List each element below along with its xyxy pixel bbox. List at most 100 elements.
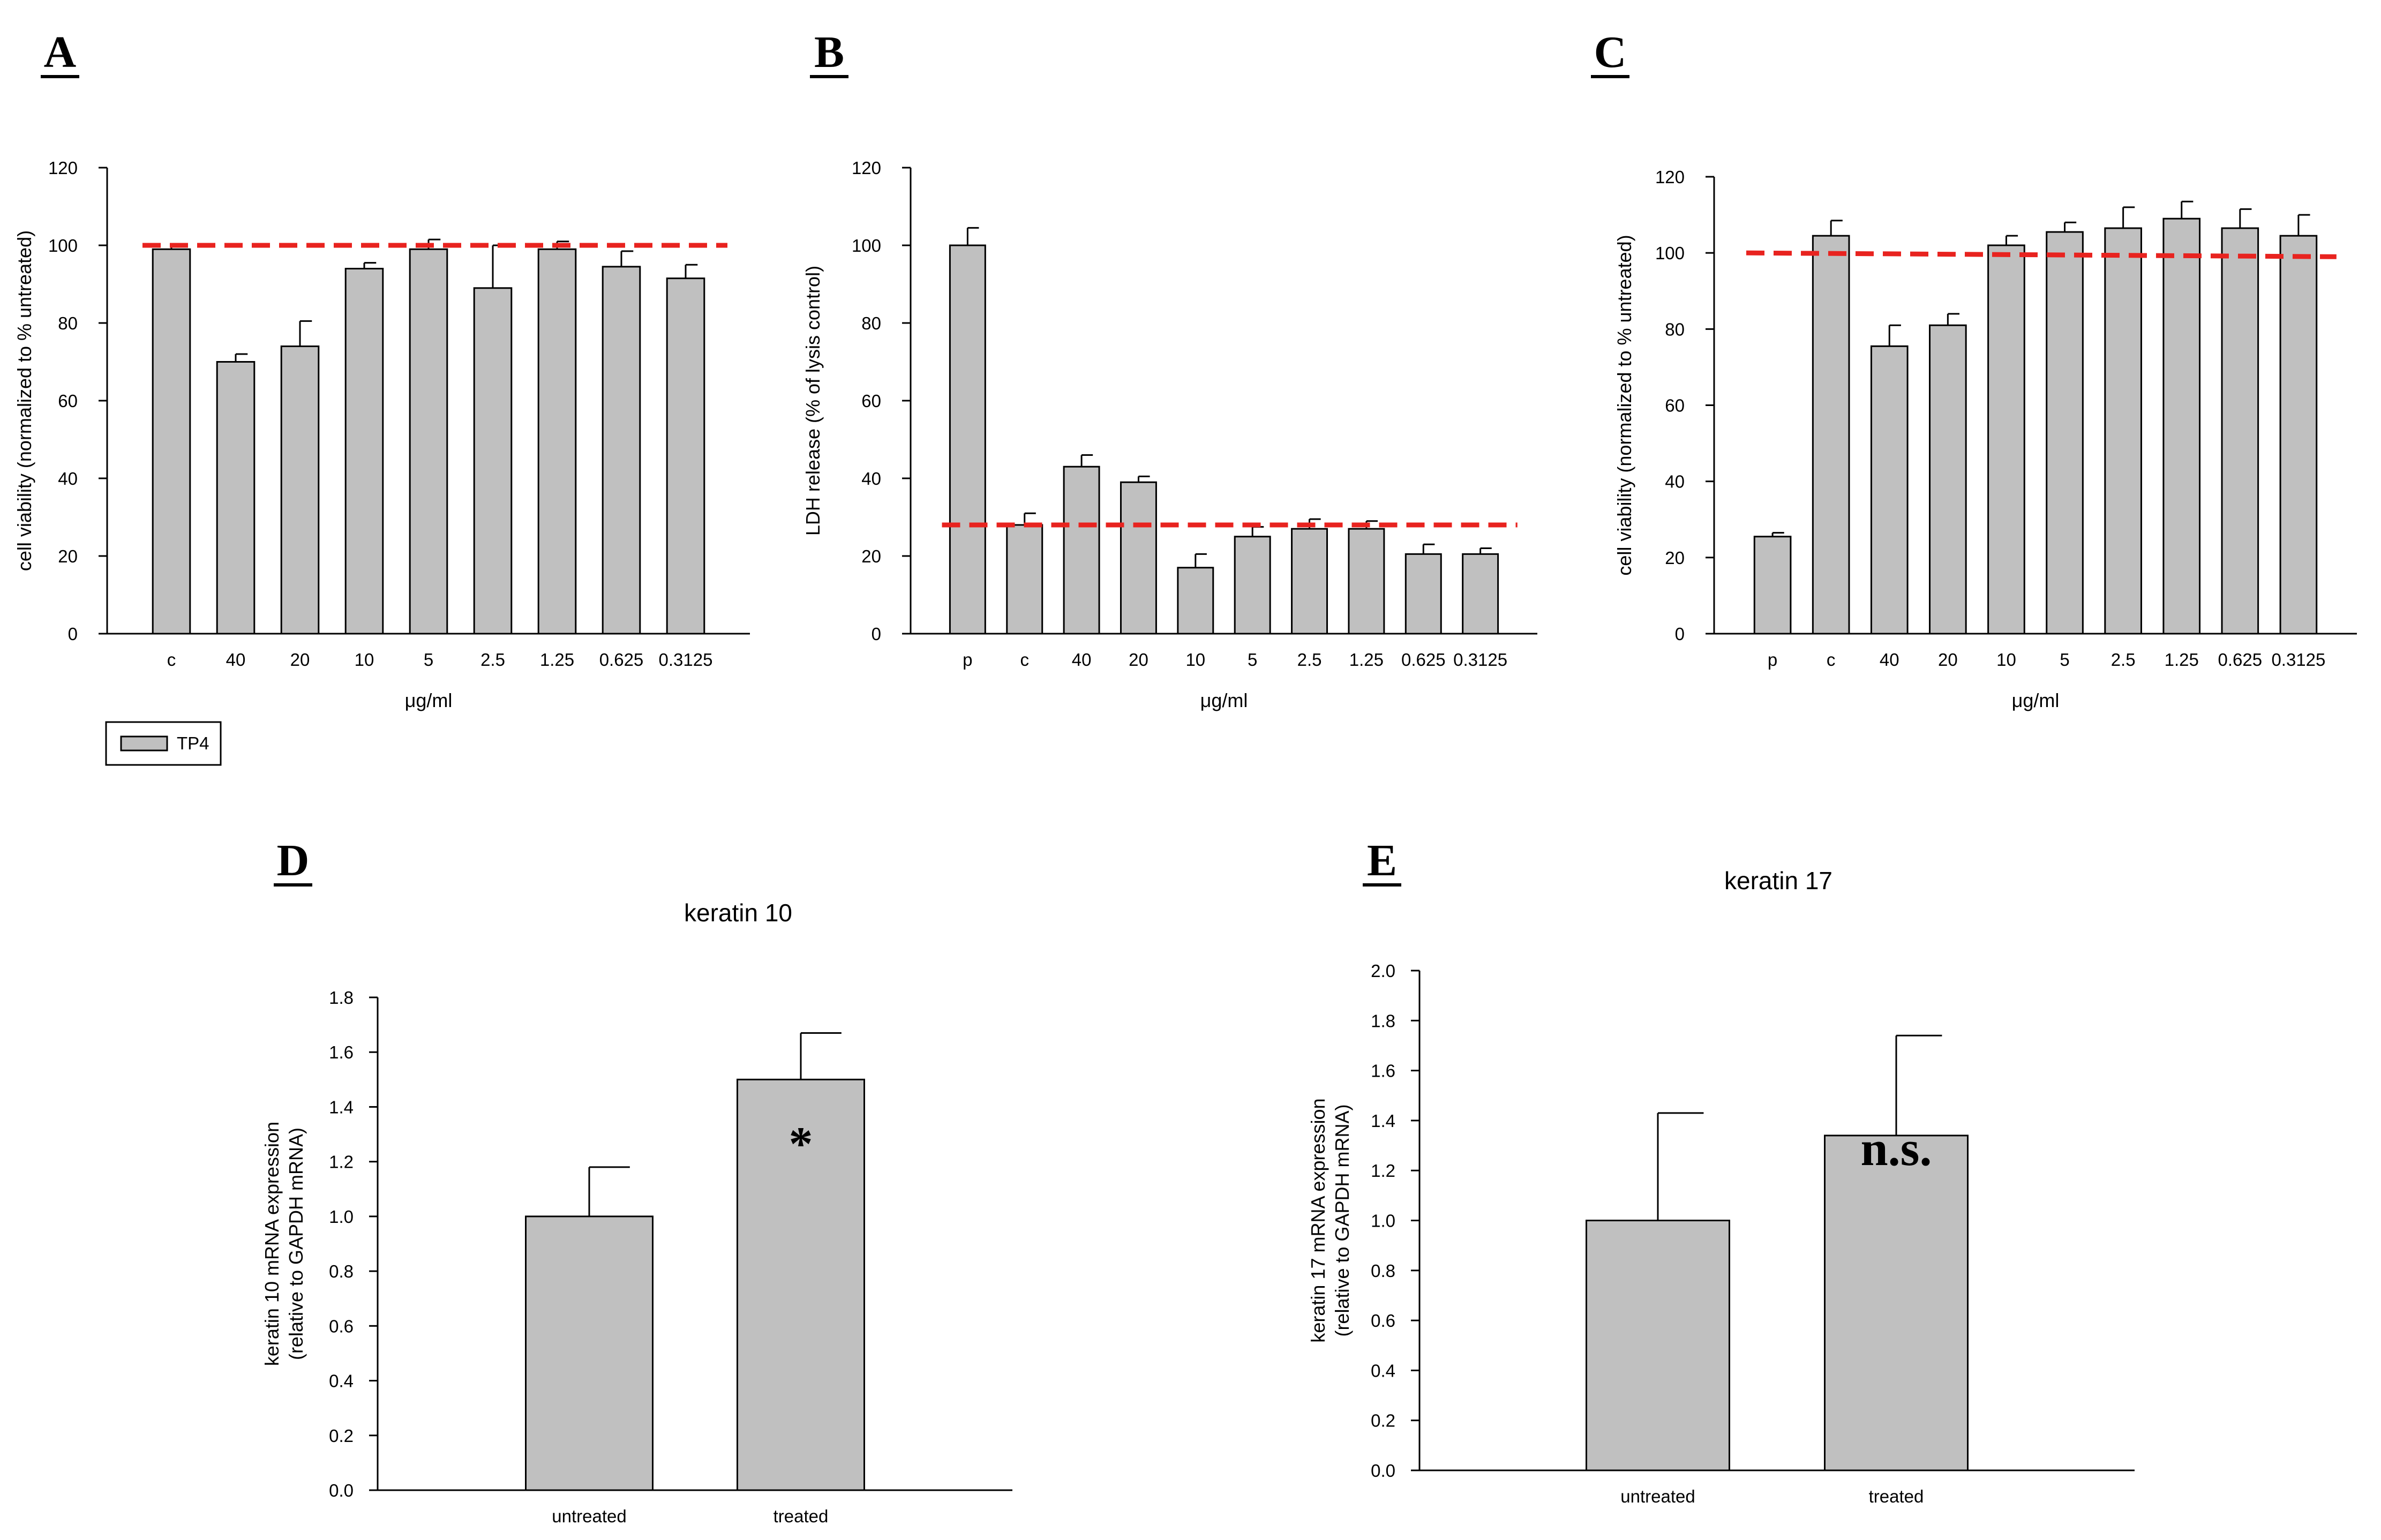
bar xyxy=(344,268,384,635)
panel-b: B 0 20 40 60 80 100 120 p c 40 20 10 5 2.5 1.25 0.625 0.3… xyxy=(802,27,1537,711)
y-tick-label: 20 xyxy=(58,546,78,566)
y-tick-label: 0.6 xyxy=(329,1316,354,1336)
y-tick-label: 0 xyxy=(1675,624,1685,644)
x-tick-label: 1.25 xyxy=(1349,650,1384,670)
panel-label-d: D xyxy=(277,836,310,885)
bar xyxy=(2162,217,2201,635)
x-tick-label: 20 xyxy=(290,650,310,670)
chart-title: keratin 10 xyxy=(684,899,792,927)
y-tick-label: 100 xyxy=(852,236,881,256)
y-tick-label: 120 xyxy=(1655,167,1685,187)
y-tick-label: 80 xyxy=(58,313,78,333)
bar xyxy=(2221,227,2259,635)
x-tick-label: treated xyxy=(773,1506,829,1526)
bar xyxy=(1462,553,1499,635)
x-tick-label: 5 xyxy=(424,650,433,670)
panel-label-e: E xyxy=(1367,836,1397,885)
y-axis-label: (relative to GAPDH mRNA) xyxy=(1331,1104,1353,1336)
y-tick-label: 0.6 xyxy=(1371,1311,1395,1331)
bar xyxy=(1404,553,1442,635)
panel-a: A 0 20 40 60 80 100 120 c 40 20 10 5 2.5 1.25 0.625 0.31… xyxy=(13,27,750,766)
x-tick-label: 0.625 xyxy=(2218,650,2263,670)
bar xyxy=(737,1078,865,1491)
y-tick-label: 0.4 xyxy=(329,1371,354,1391)
y-tick-label: 0 xyxy=(68,624,78,644)
bar xyxy=(1006,524,1043,635)
bar xyxy=(409,248,448,635)
x-tick-label: 2.5 xyxy=(2111,650,2136,670)
bar xyxy=(280,345,320,635)
y-tick-label: 1.8 xyxy=(1371,1011,1395,1031)
x-tick-label: 0.3125 xyxy=(659,650,713,670)
x-tick-label: 1.25 xyxy=(2165,650,2199,670)
y-tick-label: 0.0 xyxy=(1371,1461,1395,1481)
legend-swatch xyxy=(120,735,168,752)
panel-label-b: B xyxy=(814,27,844,77)
bar xyxy=(1234,536,1271,635)
x-axis-label: μg/ml xyxy=(2012,689,2060,711)
y-tick-label: 20 xyxy=(861,546,881,566)
y-tick-label: 60 xyxy=(1665,396,1685,416)
y-tick-label: 1.0 xyxy=(1371,1211,1395,1231)
bar xyxy=(1120,481,1157,635)
y-tick-label: 1.2 xyxy=(1371,1161,1395,1181)
y-tick-label: 0.4 xyxy=(1371,1361,1395,1380)
x-tick-label: 0.625 xyxy=(1401,650,1446,670)
y-tick-label: 0.0 xyxy=(329,1481,354,1500)
x-tick-label: 0.625 xyxy=(599,650,644,670)
x-tick-label: c xyxy=(1020,650,1029,670)
x-tick-label: 2.5 xyxy=(1297,650,1322,670)
y-axis-label: cell viability (normalized to % untreate… xyxy=(1613,235,1635,575)
y-tick-label: 0 xyxy=(872,624,881,644)
bar xyxy=(2046,231,2084,635)
reference-line xyxy=(1746,250,2337,259)
x-tick-label: 0.3125 xyxy=(1453,650,1507,670)
x-tick-label: p xyxy=(1768,650,1777,670)
y-tick-label: 0.2 xyxy=(1371,1411,1395,1431)
bar xyxy=(666,277,705,635)
bar xyxy=(1987,244,2025,635)
significance-annotation: * xyxy=(789,1117,813,1170)
y-tick-label: 1.0 xyxy=(329,1207,354,1227)
x-tick-label: 40 xyxy=(226,650,246,670)
y-axis-label: LDH release (% of lysis control) xyxy=(802,266,824,536)
y-tick-label: 60 xyxy=(58,391,78,411)
bar xyxy=(525,1215,654,1491)
x-tick-label: untreated xyxy=(1620,1486,1695,1506)
bar xyxy=(537,248,577,635)
y-tick-label: 60 xyxy=(861,391,881,411)
panel-c: C 0 20 40 60 80 100 120 p c 40 20 10 5 2.5 1.25 0.625 0.3… xyxy=(1591,27,2357,711)
y-tick-label: 1.4 xyxy=(329,1097,354,1117)
x-tick-label: 10 xyxy=(355,650,374,670)
chart-title: keratin 17 xyxy=(1724,867,1832,895)
bar xyxy=(602,266,641,635)
y-axis-label: cell viability (normalized to % untreate… xyxy=(13,230,35,571)
x-tick-label: c xyxy=(1827,650,1836,670)
x-tick-label: 5 xyxy=(1248,650,1257,670)
y-tick-label: 1.6 xyxy=(329,1042,354,1062)
y-tick-label: 1.6 xyxy=(1371,1061,1395,1081)
significance-annotation: n.s. xyxy=(1861,1121,1932,1176)
legend: TP4 xyxy=(105,721,222,766)
x-tick-label: 10 xyxy=(1996,650,2016,670)
bar xyxy=(1586,1220,1730,1471)
bar xyxy=(2279,235,2318,635)
y-axis-label: keratin 10 mRNA expression xyxy=(261,1122,283,1366)
y-tick-label: 1.2 xyxy=(329,1152,354,1172)
y-tick-label: 40 xyxy=(1665,472,1685,492)
y-tick-label: 0.8 xyxy=(329,1261,354,1281)
y-axis-label: (relative to GAPDH mRNA) xyxy=(285,1128,307,1360)
bar xyxy=(1824,1135,1969,1471)
bar xyxy=(216,361,256,635)
x-tick-label: 40 xyxy=(1880,650,1899,670)
bar xyxy=(1291,528,1328,635)
y-tick-label: 80 xyxy=(1665,319,1685,339)
y-tick-label: 0.8 xyxy=(1371,1261,1395,1281)
x-tick-label: p xyxy=(963,650,972,670)
y-tick-label: 120 xyxy=(852,158,881,178)
y-axis-label: keratin 17 mRNA expression xyxy=(1307,1098,1329,1342)
x-tick-label: 1.25 xyxy=(540,650,574,670)
bar xyxy=(1870,345,1909,635)
y-tick-label: 1.4 xyxy=(1371,1111,1395,1131)
